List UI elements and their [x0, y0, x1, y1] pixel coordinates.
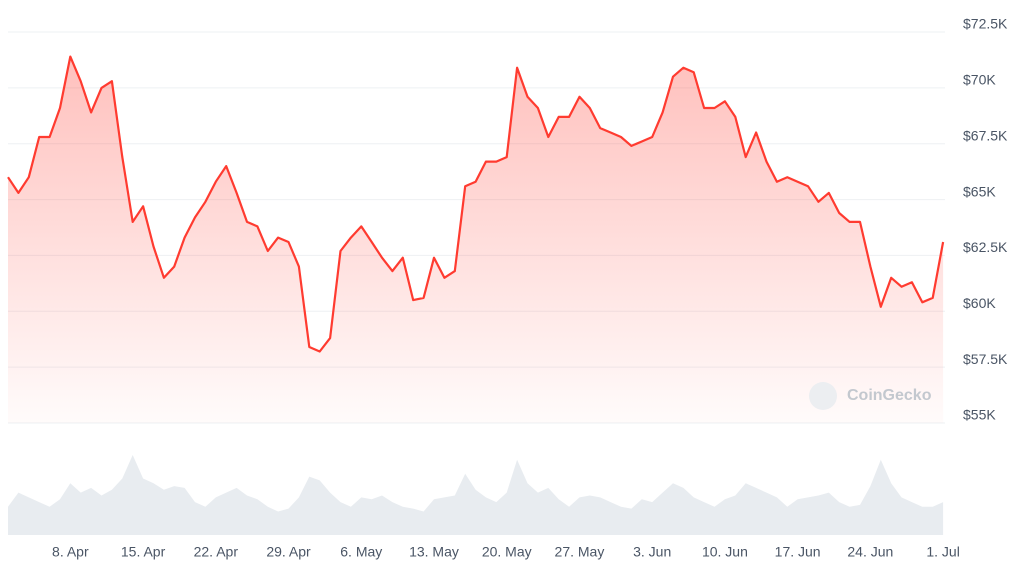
x-tick-label: 10. Jun — [702, 544, 748, 560]
price-area — [8, 56, 944, 423]
y-tick-label: $67.5K — [963, 127, 1008, 143]
price-line — [7, 55, 945, 353]
x-tick-label: 29. Apr — [266, 544, 311, 560]
x-tick-label: 15. Apr — [121, 544, 166, 560]
watermark: CoinGecko — [809, 382, 932, 410]
y-tick-label: $70K — [963, 72, 996, 88]
x-tick-label: 8. Apr — [52, 544, 89, 560]
y-tick-label: $57.5K — [963, 351, 1008, 367]
x-tick-label: 20. May — [482, 544, 532, 560]
watermark-text: CoinGecko — [847, 387, 932, 404]
y-tick-label: $62.5K — [963, 239, 1008, 255]
x-tick-label: 3. Jun — [633, 544, 671, 560]
y-tick-label: $72.5K — [963, 16, 1008, 32]
x-tick-label: 1. Jul — [926, 544, 959, 560]
y-tick-label: $65K — [963, 183, 996, 199]
x-tick-label: 6. May — [340, 544, 382, 560]
x-tick-label: 13. May — [409, 544, 459, 560]
x-tick-label: 24. Jun — [847, 544, 893, 560]
y-tick-label: $60K — [963, 295, 996, 311]
watermark-logo — [809, 382, 837, 410]
x-tick-label: 22. Apr — [194, 544, 239, 560]
volume-area — [8, 455, 944, 535]
x-tick-label: 17. Jun — [775, 544, 821, 560]
y-tick-label: $55K — [963, 407, 996, 423]
x-tick-label: 27. May — [555, 544, 605, 560]
